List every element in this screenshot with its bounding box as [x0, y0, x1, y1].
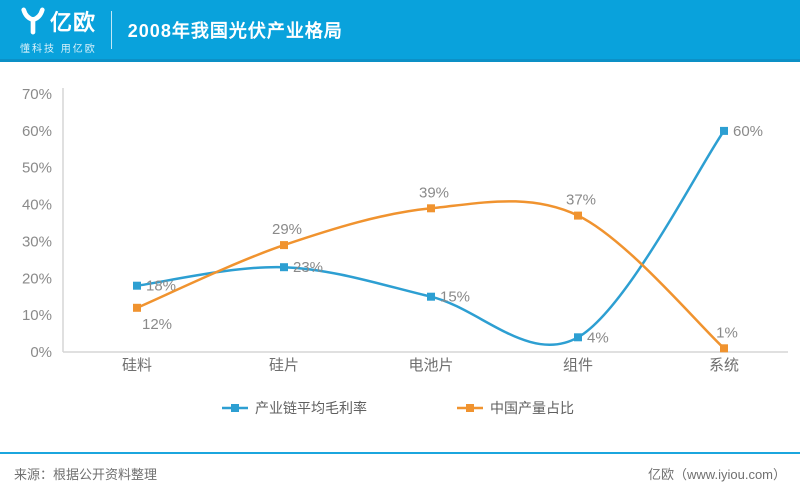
data-point-marker	[720, 126, 728, 135]
legend-label: 产业链平均毛利率	[255, 400, 367, 416]
x-category-label: 硅片	[269, 357, 299, 374]
chart-area: 0% 10% 20% 30% 40% 50% 60% 70% 硅料 硅片 电池片 组件 系统 18% 23%…	[0, 62, 800, 430]
x-category-label: 电池片	[408, 357, 453, 374]
data-point-marker	[133, 281, 141, 290]
legend-label: 中国产量占比	[490, 400, 574, 416]
data-label: 15%	[440, 289, 470, 306]
source-note: 来源：根据公开资料整理	[14, 466, 158, 482]
data-label: 23%	[293, 259, 323, 276]
footer: 来源：根据公开资料整理 亿欧（www.iyiou.com）	[0, 452, 800, 492]
y-tick-label: 20%	[22, 270, 52, 287]
x-category-label: 硅料	[122, 357, 152, 374]
data-point-marker	[720, 344, 728, 353]
legend-marker	[466, 404, 474, 412]
data-label: 4%	[587, 329, 609, 346]
y-tick-label: 0%	[30, 344, 52, 361]
line-chart: 0% 10% 20% 30% 40% 50% 60% 70% 硅料 硅片 电池片 组件 系统 18% 23%…	[22, 86, 788, 416]
y-tick-label: 60%	[22, 123, 52, 140]
data-point-marker	[280, 241, 288, 250]
legend-marker	[231, 404, 239, 412]
y-tick-label: 70%	[22, 86, 52, 103]
logo-block: 亿欧 懂科技 用亿欧	[20, 5, 97, 55]
logo-tagline: 懂科技 用亿欧	[20, 43, 97, 55]
x-category-label: 组件	[563, 357, 593, 374]
data-label: 1%	[716, 324, 738, 341]
data-point-marker	[280, 263, 288, 272]
y-tick-label: 30%	[22, 233, 52, 250]
data-point-marker	[133, 303, 141, 312]
page-title: 2008年我国光伏产业格局	[127, 20, 343, 41]
data-label: 18%	[146, 278, 176, 295]
eo-logo-icon	[20, 7, 46, 35]
header-bar: 亿欧 懂科技 用亿欧 2008年我国光伏产业格局	[0, 0, 800, 62]
data-label: 37%	[566, 192, 596, 209]
data-label: 12%	[142, 316, 172, 333]
y-tick-label: 50%	[22, 160, 52, 177]
data-point-marker	[574, 333, 582, 342]
data-label: 60%	[733, 123, 763, 140]
data-label: 39%	[419, 184, 449, 201]
data-point-marker	[427, 204, 435, 213]
data-point-marker	[574, 211, 582, 220]
data-point-marker	[427, 292, 435, 301]
x-category-label: 系统	[709, 357, 739, 374]
data-label: 29%	[272, 221, 302, 238]
y-tick-label: 10%	[22, 307, 52, 324]
header-divider	[110, 10, 112, 49]
site-credit: 亿欧（www.iyiou.com）	[648, 466, 786, 482]
series-line	[136, 130, 726, 346]
logo-text: 亿欧	[50, 9, 97, 35]
y-tick-label: 40%	[22, 197, 52, 214]
